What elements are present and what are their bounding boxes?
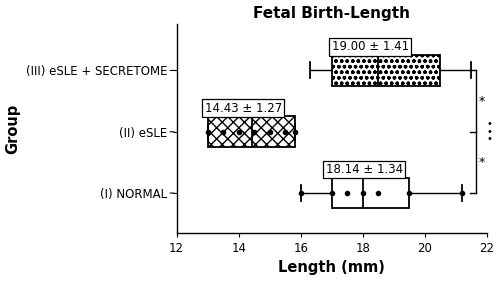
Y-axis label: Group: Group bbox=[6, 104, 20, 154]
X-axis label: Length (mm): Length (mm) bbox=[278, 260, 385, 275]
Bar bbox=[208, 116, 294, 147]
Text: •: • bbox=[486, 134, 492, 144]
Text: •: • bbox=[486, 127, 492, 137]
Text: *: * bbox=[478, 95, 485, 108]
Text: *: * bbox=[478, 156, 485, 169]
Text: 19.00 ± 1.41: 19.00 ± 1.41 bbox=[332, 40, 409, 53]
Title: Fetal Birth-Length: Fetal Birth-Length bbox=[254, 6, 410, 21]
Text: 14.43 ± 1.27: 14.43 ± 1.27 bbox=[204, 102, 282, 115]
Text: •: • bbox=[486, 119, 492, 129]
Text: 18.14 ± 1.34: 18.14 ± 1.34 bbox=[326, 163, 402, 176]
Bar bbox=[332, 178, 409, 208]
Bar bbox=[332, 55, 440, 86]
